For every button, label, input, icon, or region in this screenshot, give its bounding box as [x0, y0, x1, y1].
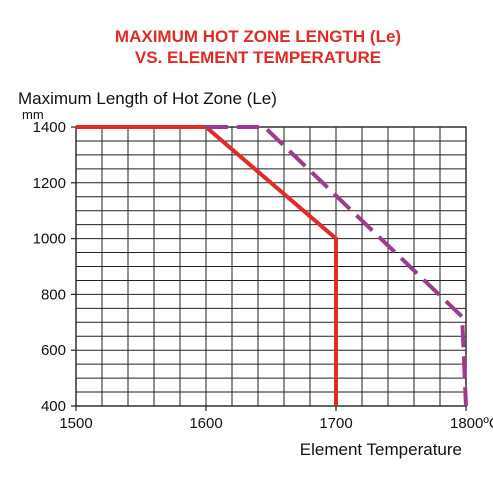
x-axis-title: Element Temperature: [300, 440, 462, 459]
x-tick-label: 1700: [319, 415, 352, 432]
y-tick-label: 400: [41, 398, 66, 415]
y-tick-label: 600: [41, 342, 66, 359]
y-tick-label: 1200: [33, 175, 66, 192]
y-tick-label: 1400: [33, 119, 66, 136]
chart-title-line-2: VS. ELEMENT TEMPERATURE: [135, 48, 381, 67]
plot-grid: [71, 126, 467, 411]
y-axis-unit: mm: [22, 107, 44, 122]
x-tick-label: 1800ºC: [450, 415, 493, 432]
y-axis-title: Maximum Length of Hot Zone (Le): [18, 89, 277, 108]
series-line-2-dashed: [206, 125, 468, 407]
tick-labels: 1500 1600 1700 1800ºC 400 600 800 1000 1200 1400: [33, 119, 493, 432]
y-tick-label: 800: [41, 286, 66, 303]
chart-title-line-1: MAXIMUM HOT ZONE LENGTH (Le): [115, 27, 401, 46]
x-tick-label: 1600: [189, 415, 222, 432]
series-line-1-solid: [76, 125, 338, 406]
y-tick-label: 1000: [33, 231, 66, 248]
series-group: [76, 125, 468, 407]
x-tick-label: 1500: [59, 415, 92, 432]
